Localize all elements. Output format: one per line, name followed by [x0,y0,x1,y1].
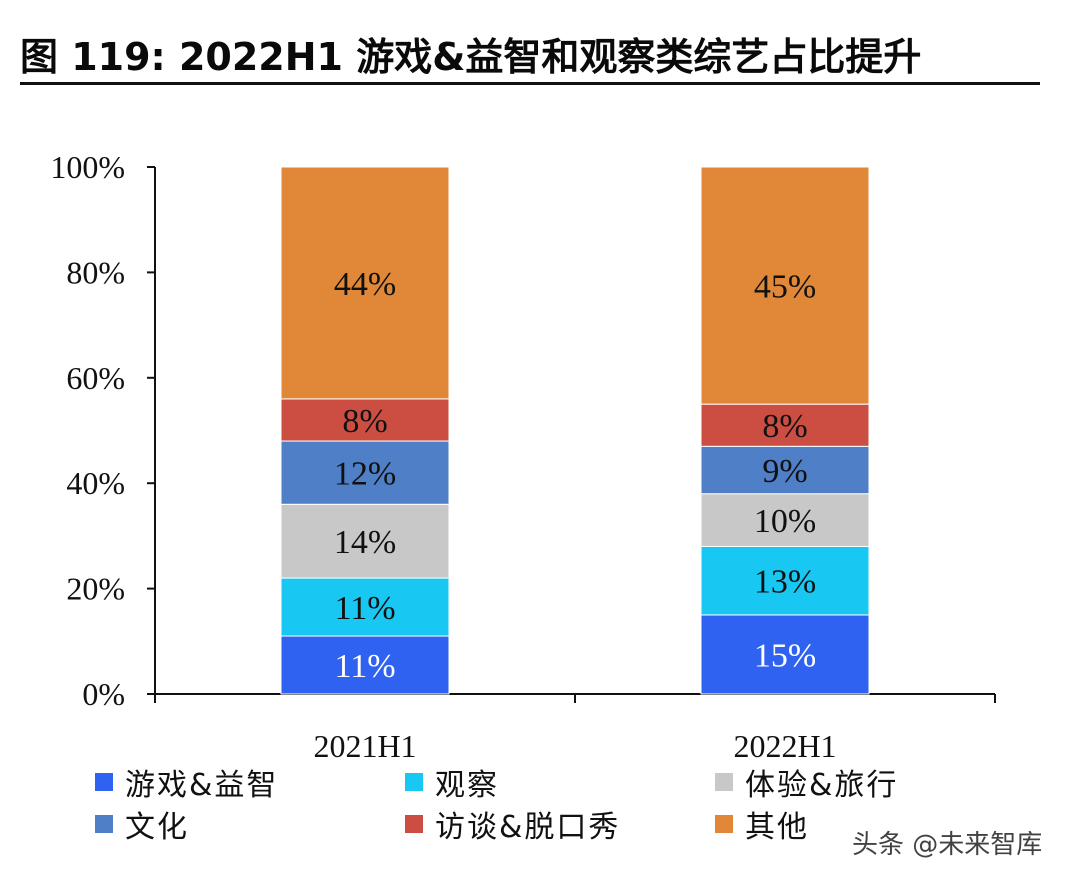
bar-label-2022H1-5: 45% [754,269,816,306]
stacked-bar-chart: 0% 20% 40% 60% 80% 100% 2021H1 2022H1 11% 11% 14% 1… [50,149,996,760]
legend-label-observation: 观察 [435,768,499,803]
y-tick-label-3: 60% [66,360,125,396]
y-tick-label-2: 40% [66,465,125,501]
bar-label-2021H1-5: 44% [334,266,396,303]
legend-item-culture: 文化 [95,804,405,845]
bar-2021H1-1 [280,577,450,637]
bar-label-2021H1-1: 11% [334,590,395,627]
bar-2022H1-5 [700,166,870,405]
y-tick-label-1: 20% [66,571,125,607]
bar-2021H1-4 [280,398,450,442]
legend-swatch-observation [405,773,423,791]
legend-label-other: 其他 [745,810,809,845]
legend-label-culture: 文化 [125,810,189,845]
bar-2021H1-0 [280,635,450,695]
legend-item-game: 游戏&益智 [95,762,405,803]
bar-label-2022H1-1: 13% [754,564,816,601]
legend-label-talk: 访谈&脱口秀 [435,810,621,845]
legend-swatch-talk [405,815,423,833]
bar-label-2022H1-4: 8% [762,408,807,445]
legend-item-experience: 体验&旅行 [715,762,975,803]
bar-2022H1-0 [700,614,870,695]
title-underline [20,82,1040,85]
bar-label-2021H1-2: 14% [334,524,396,561]
x-tick-label-1: 2022H1 [733,728,836,760]
y-tick-label-4: 80% [66,254,125,290]
legend: 游戏&益智 观察 体验&旅行 文化 访谈&脱口秀 其他 [95,762,975,845]
bar-2022H1-2 [700,493,870,547]
y-tick-label-0: 0% [82,676,125,712]
y-tick-label-5: 100% [50,149,125,185]
watermark: 头条 @未来智库 [852,830,1043,860]
legend-swatch-culture [95,815,113,833]
x-tick-label-0: 2021H1 [313,728,416,760]
bar-2021H1-2 [280,503,450,579]
legend-swatch-game [95,773,113,791]
bar-2021H1-3 [280,440,450,505]
legend-item-talk: 访谈&脱口秀 [405,804,715,845]
bar-label-2021H1-0: 11% [334,648,395,685]
legend-swatch-other [715,815,733,833]
legend-swatch-experience [715,773,733,791]
bar-label-2021H1-4: 8% [342,403,387,440]
bar-label-2022H1-0: 15% [754,637,816,674]
legend-item-observation: 观察 [405,762,715,803]
bar-2022H1-1 [700,545,870,616]
legend-label-game: 游戏&益智 [125,768,279,803]
legend-item-other: 其他 [715,804,975,845]
bar-label-2022H1-2: 10% [754,503,816,540]
bar-label-2021H1-3: 12% [334,456,396,493]
bar-2022H1-4 [700,403,870,447]
bar-2022H1-3 [700,445,870,495]
bar-2021H1-5 [280,166,450,400]
legend-label-experience: 体验&旅行 [745,768,899,803]
bar-label-2022H1-3: 9% [762,453,807,490]
chart-title: 图 119: 2022H1 游戏&益智和观察类综艺占比提升 [20,35,922,79]
